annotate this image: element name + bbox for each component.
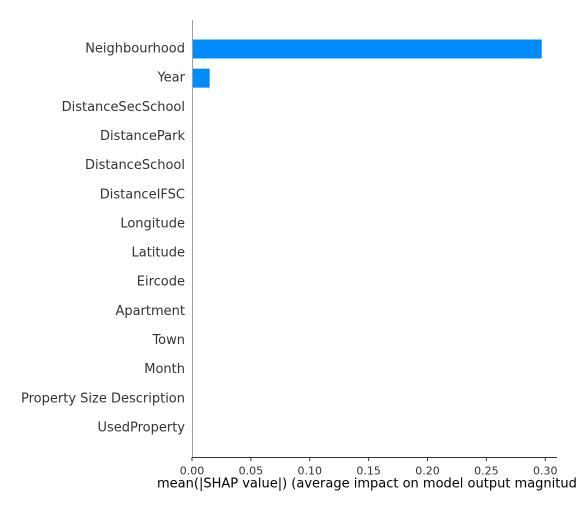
x-tick-label: 0.30 [533,465,558,478]
x-tick-label: 0.05 [239,465,264,478]
feature-label-distanceschool: DistanceSchool [85,158,185,173]
x-tick-label: 0.20 [415,465,440,478]
feature-label-town: Town [151,333,185,348]
bars-group [192,39,542,88]
x-tick-label: 0.10 [297,465,322,478]
x-tick-label: 0.25 [474,465,499,478]
x-axis-title: mean(|SHAP value|) (average impact on mo… [157,477,576,492]
feature-label-eircode: Eircode [137,275,185,290]
bar-year [192,68,210,88]
feature-label-property-size-description: Property Size Description [21,391,185,406]
feature-label-neighbourhood: Neighbourhood [85,42,185,57]
x-tick-label: 0.15 [356,465,381,478]
bar-neighbourhood [192,39,542,59]
x-ticks-group: 0.00 0.05 0.10 0.15 0.20 0.25 0.30 [180,457,558,478]
feature-labels-group: Neighbourhood Year DistanceSecSchool Distan… [21,42,186,436]
feature-label-month: Month [144,362,185,377]
feature-label-longitude: Longitude [120,216,185,231]
feature-label-distanceifsc: DistanceIFSC [100,187,185,202]
feature-label-year: Year [156,71,185,86]
feature-label-apartment: Apartment [115,304,185,319]
x-tick-label: 0.00 [180,465,205,478]
feature-label-usedproperty: UsedProperty [97,420,185,435]
feature-label-latitude: Latitude [131,246,185,261]
feature-label-distancesecschool: DistanceSecSchool [62,100,185,115]
feature-label-distancepark: DistancePark [100,129,185,144]
